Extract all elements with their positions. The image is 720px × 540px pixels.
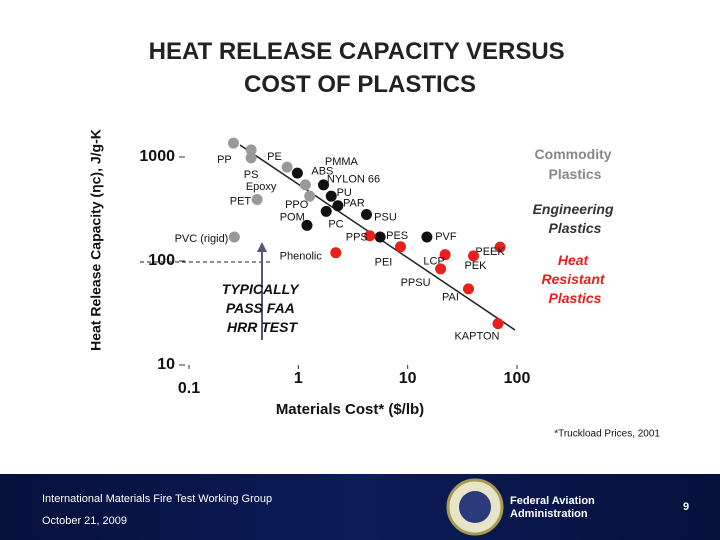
data-point xyxy=(332,200,344,212)
title-line: HEAT RELEASE CAPACITY VERSUS COST OF PLA… xyxy=(149,38,572,98)
data-point xyxy=(228,231,240,243)
point-label: PSU xyxy=(374,211,397,223)
point-label: PEI xyxy=(375,257,393,269)
data-point xyxy=(494,241,506,253)
y-tick-label: 100 xyxy=(148,252,175,269)
footer-text: International Materials Fire Test Workin… xyxy=(42,493,272,505)
x-tick-label: 0.1 xyxy=(178,380,200,397)
data-point xyxy=(492,318,504,330)
legend-entry: Engineering Plastics xyxy=(533,201,618,236)
data-point xyxy=(439,249,451,261)
footer-bar xyxy=(0,474,720,540)
arrow-head xyxy=(257,242,267,252)
point-label: PPO xyxy=(285,199,309,211)
data-point xyxy=(301,219,313,231)
y-axis-label: Heat Release Capacity (ηc), J/g-K xyxy=(88,129,104,351)
footer-date: October 21, 2009 xyxy=(42,515,127,527)
annotation: TYPICALLY PASS FAA HRR TEST xyxy=(222,281,302,335)
y-tick-label: 1000 xyxy=(139,148,175,165)
legend-entry: Heat Resistant Plastics xyxy=(542,252,609,306)
data-point xyxy=(304,190,316,202)
point-label: PEK xyxy=(464,260,487,272)
data-point xyxy=(421,231,433,243)
point-label: PVF xyxy=(435,231,457,243)
point-label: Phenolic xyxy=(280,251,323,263)
data-point xyxy=(299,179,311,191)
point-label: PET xyxy=(230,195,252,207)
data-point xyxy=(374,231,386,243)
data-point xyxy=(245,152,257,164)
data-point xyxy=(320,205,332,217)
x-axis-label: Materials Cost* ($/lb) xyxy=(276,401,424,418)
point-label: PE xyxy=(267,151,282,163)
point-label: PPSU xyxy=(401,277,431,289)
point-label: PAI xyxy=(442,292,459,304)
data-point xyxy=(281,161,293,173)
data-point xyxy=(364,230,376,242)
data-point xyxy=(467,250,479,262)
point-label: PC xyxy=(328,218,343,230)
point-label: NYLON 66 xyxy=(327,174,380,186)
data-point xyxy=(462,283,474,295)
point-label: PP xyxy=(217,154,232,166)
x-tick-label: 1 xyxy=(294,370,303,387)
page-number: 9 xyxy=(683,501,689,513)
data-point xyxy=(360,208,372,220)
data-point xyxy=(318,179,330,191)
point-label: PVC (rigid) xyxy=(175,233,229,245)
point-label: PMMA xyxy=(325,156,359,168)
point-label: PAR xyxy=(343,198,365,210)
point-label: Epoxy xyxy=(246,181,277,193)
x-tick-label: 100 xyxy=(504,370,531,387)
data-point xyxy=(435,263,447,275)
data-point xyxy=(227,137,239,149)
legend-entry: Commodity Plastics xyxy=(535,146,616,182)
agency: Federal Aviation Administration xyxy=(510,495,598,520)
seal-center xyxy=(459,491,491,523)
point-label: PS xyxy=(244,169,259,181)
point-label: ABS xyxy=(311,166,333,178)
x-tick-label: 10 xyxy=(399,370,417,387)
data-point xyxy=(251,194,263,206)
data-point xyxy=(395,241,407,253)
data-point xyxy=(245,144,257,156)
point-label: PU xyxy=(337,187,352,199)
data-point xyxy=(325,190,337,202)
y-tick-label: 10 xyxy=(157,356,175,373)
point-label: KAPTON xyxy=(454,331,499,343)
point-label: PES xyxy=(386,230,408,242)
data-point xyxy=(291,167,303,179)
point-label: PEEK xyxy=(475,246,505,258)
footnote: *Truckload Prices, 2001 xyxy=(554,429,660,440)
data-point xyxy=(330,247,342,259)
point-label: POM xyxy=(280,211,305,223)
point-label: PPS xyxy=(346,232,368,244)
